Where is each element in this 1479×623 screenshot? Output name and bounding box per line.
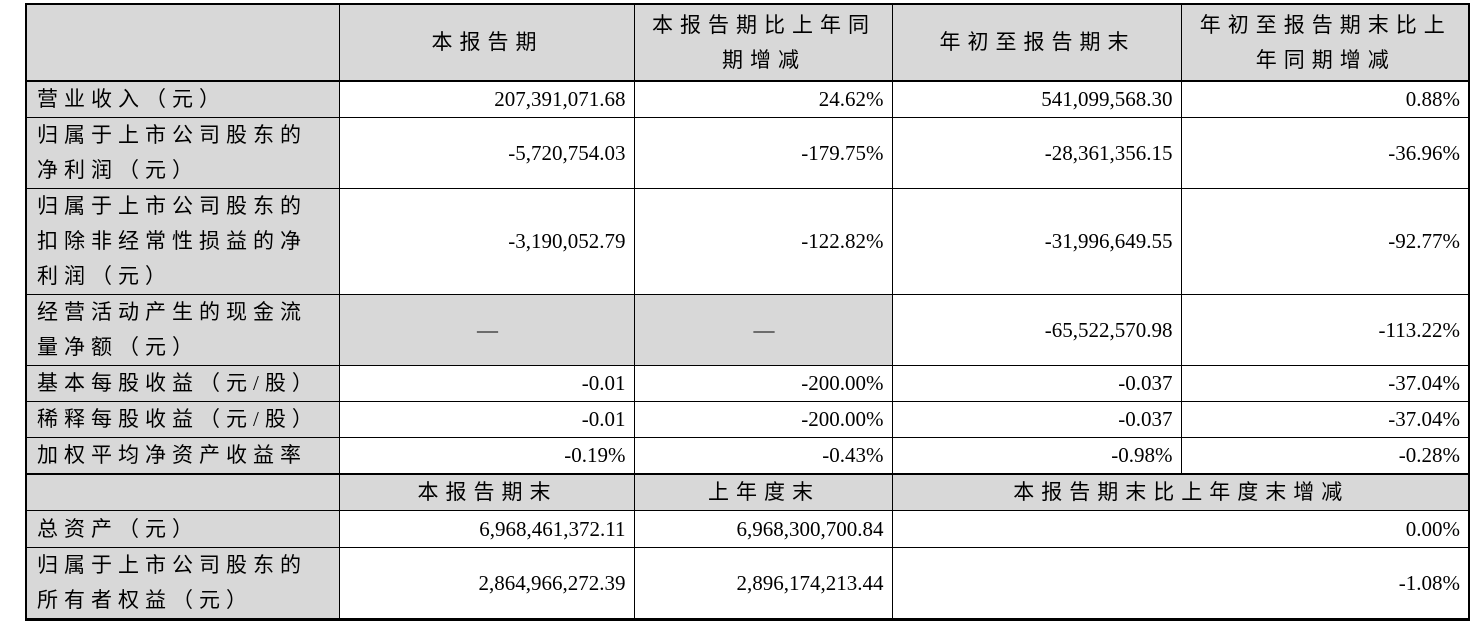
cell-current: -5,720,754.03 (338, 117, 635, 189)
cell-ytd: -0.037 (891, 401, 1182, 438)
table-row-operating-cash-flow: 经营活动产生的现金流量净额（元） — — -65,522,570.98 -113… (25, 294, 1470, 366)
cell-prior-year-end: 2,896,174,213.44 (633, 547, 893, 620)
table-row-weighted-avg-roe: 加权平均净资产收益率 -0.19% -0.43% -0.98% -0.28% (25, 437, 1470, 475)
row-label: 归属于上市公司股东的净利润（元） (25, 117, 340, 189)
cell-current: -0.01 (338, 365, 635, 402)
table-row-revenue: 营业收入（元） 207,391,071.68 24.62% 541,099,56… (25, 80, 1470, 118)
cell-ytd: -28,361,356.15 (891, 117, 1182, 189)
cell-ytd: -65,522,570.98 (891, 294, 1182, 366)
header-current-vs-prior: 本报告期比上年同期增减 (633, 3, 893, 82)
cell-ytd-change: -36.96% (1180, 117, 1470, 189)
cell-ytd: 541,099,568.30 (891, 80, 1182, 118)
cell-current: -0.19% (338, 437, 635, 475)
row-label: 加权平均净资产收益率 (25, 437, 340, 475)
cell-period-end: 2,864,966,272.39 (338, 547, 635, 620)
table-subheader-row: 本报告期末 上年度末 本报告期末比上年度末增减 (25, 473, 1470, 511)
cell-change: 0.00% (891, 510, 1470, 548)
cell-current-change-dash: — (633, 294, 893, 366)
cell-ytd: -0.98% (891, 437, 1182, 475)
header-current-period: 本报告期 (338, 3, 635, 82)
table-row-net-profit-excl-nonrecurring: 归属于上市公司股东的扣除非经常性损益的净利润（元） -3,190,052.79 … (25, 188, 1470, 295)
table-row-basic-eps: 基本每股收益（元/股） -0.01 -200.00% -0.037 -37.04… (25, 365, 1470, 402)
header-ytd-vs-prior: 年初至报告期末比上年同期增减 (1180, 3, 1470, 82)
cell-ytd-change: -37.04% (1180, 401, 1470, 438)
header-ytd: 年初至报告期末 (891, 3, 1182, 82)
cell-ytd-change: 0.88% (1180, 80, 1470, 118)
table-header-row: 本报告期 本报告期比上年同期增减 年初至报告期末 年初至报告期末比上年同期增减 (25, 3, 1470, 82)
table-row-net-profit: 归属于上市公司股东的净利润（元） -5,720,754.03 -179.75% … (25, 117, 1470, 189)
cell-prior-year-end: 6,968,300,700.84 (633, 510, 893, 548)
table-row-diluted-eps: 稀释每股收益（元/股） -0.01 -200.00% -0.037 -37.04… (25, 401, 1470, 438)
subheader-prior-year-end: 上年度末 (633, 473, 893, 511)
row-label: 总资产（元） (25, 510, 340, 548)
cell-ytd-change: -0.28% (1180, 437, 1470, 475)
cell-ytd-change: -113.22% (1180, 294, 1470, 366)
cell-current-dash: — (338, 294, 635, 366)
row-label: 营业收入（元） (25, 80, 340, 118)
cell-ytd-change: -92.77% (1180, 188, 1470, 295)
key-financials-table: 本报告期 本报告期比上年同期增减 年初至报告期末 年初至报告期末比上年同期增减 … (25, 3, 1470, 621)
cell-current-change: -122.82% (633, 188, 893, 295)
cell-ytd-change: -37.04% (1180, 365, 1470, 402)
cell-current: 207,391,071.68 (338, 80, 635, 118)
cell-current: -0.01 (338, 401, 635, 438)
cell-current-change: -0.43% (633, 437, 893, 475)
cell-change: -1.08% (891, 547, 1470, 620)
subheader-period-end: 本报告期末 (338, 473, 635, 511)
cell-current-change: -200.00% (633, 365, 893, 402)
cell-current-change: -179.75% (633, 117, 893, 189)
cell-ytd: -0.037 (891, 365, 1182, 402)
table-row-total-assets: 总资产（元） 6,968,461,372.11 6,968,300,700.84… (25, 510, 1470, 548)
header-corner-cell (25, 3, 340, 82)
table-row-equity-attributable: 归属于上市公司股东的所有者权益（元） 2,864,966,272.39 2,89… (25, 547, 1470, 620)
cell-current-change: 24.62% (633, 80, 893, 118)
cell-period-end: 6,968,461,372.11 (338, 510, 635, 548)
row-label: 经营活动产生的现金流量净额（元） (25, 294, 340, 366)
cell-current: -3,190,052.79 (338, 188, 635, 295)
cell-current-change: -200.00% (633, 401, 893, 438)
row-label: 归属于上市公司股东的所有者权益（元） (25, 547, 340, 620)
row-label: 归属于上市公司股东的扣除非经常性损益的净利润（元） (25, 188, 340, 295)
subheader-period-end-vs-prior: 本报告期末比上年度末增减 (891, 473, 1470, 511)
subheader-corner-cell (25, 473, 340, 511)
row-label: 稀释每股收益（元/股） (25, 401, 340, 438)
row-label: 基本每股收益（元/股） (25, 365, 340, 402)
cell-ytd: -31,996,649.55 (891, 188, 1182, 295)
